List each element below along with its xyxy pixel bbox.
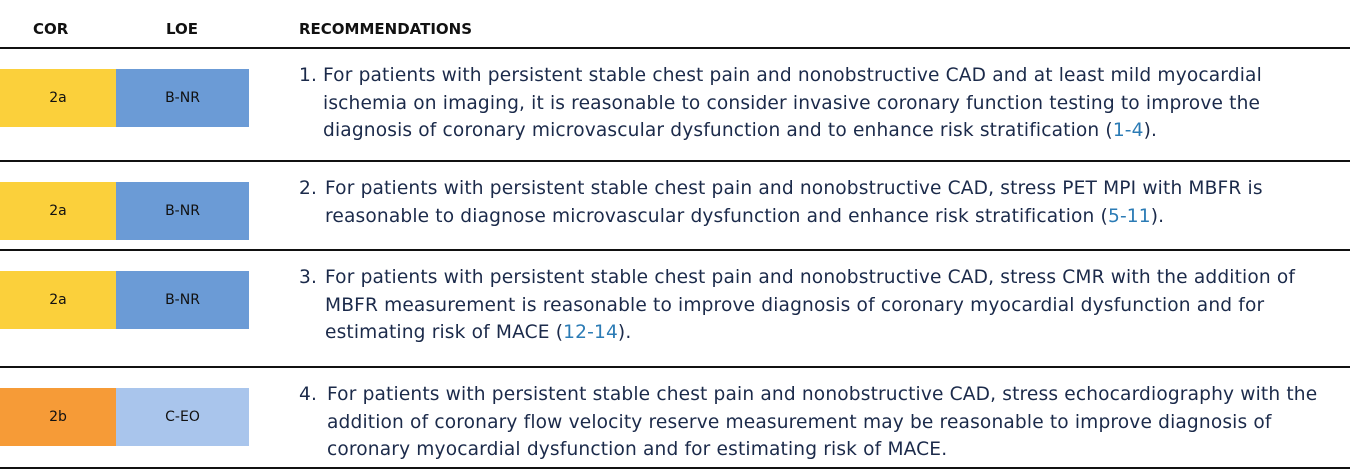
cor-badge: 2a <box>0 182 116 240</box>
recommendation-text: 1. For patients with persistent stable c… <box>299 62 1349 145</box>
reference-link[interactable]: 12-14 <box>563 322 618 343</box>
cor-badge: 2b <box>0 388 116 446</box>
table-row: 2b C-EO 4. For patients with persistent … <box>0 367 1350 468</box>
cor-badge: 2a <box>0 271 116 329</box>
loe-badge: B-NR <box>116 69 249 127</box>
reference-link[interactable]: 1-4 <box>1112 120 1144 141</box>
recommendation-body: For patients with persistent stable ches… <box>325 178 1263 227</box>
recommendation-text: 3. For patients with persistent stable c… <box>299 264 1349 347</box>
table-row: 2a B-NR 1. For patients with persistent … <box>0 49 1350 160</box>
row-divider <box>0 249 1350 251</box>
table-row: 2a B-NR 3. For patients with persistent … <box>0 250 1350 366</box>
recommendation-body: For patients with persistent stable ches… <box>327 384 1318 460</box>
row-divider <box>0 160 1350 162</box>
recommendation-end: ). <box>617 322 632 343</box>
recommendation-body: For patients with persistent stable ches… <box>323 65 1262 141</box>
table-row: 2a B-NR 2. For patients with persistent … <box>0 161 1350 249</box>
recommendation-end: ). <box>1150 205 1165 227</box>
recommendation-text: 4. For patients with persistent stable c… <box>299 381 1349 464</box>
recommendation-body: For patients with persistent stable ches… <box>325 267 1296 343</box>
header-cor: COR <box>33 20 69 38</box>
recommendation-number: 2. <box>299 178 318 199</box>
cor-badge: 2a <box>0 69 116 127</box>
row-divider <box>0 366 1350 368</box>
recommendation-text: 2. For patients with persistent stable c… <box>299 175 1349 230</box>
loe-badge: B-NR <box>116 271 249 329</box>
recommendation-end: ). <box>1143 120 1158 141</box>
recommendation-number: 3. <box>299 267 318 288</box>
reference-link[interactable]: 5-11 <box>1107 205 1151 227</box>
header-recommendations: RECOMMENDATIONS <box>299 20 473 38</box>
table-bottom-rule <box>0 467 1350 469</box>
header-loe: LOE <box>166 20 199 38</box>
header-divider <box>0 47 1350 49</box>
loe-badge: B-NR <box>116 182 249 240</box>
recommendation-number: 1. <box>299 65 318 86</box>
recommendation-number: 4. <box>299 384 318 405</box>
loe-badge: C-EO <box>116 388 249 446</box>
